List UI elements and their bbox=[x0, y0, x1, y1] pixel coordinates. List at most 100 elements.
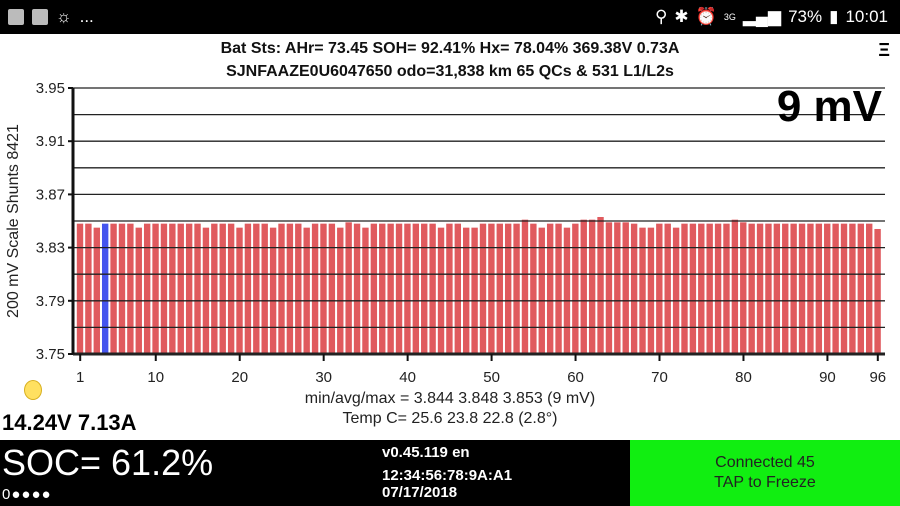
bar-cell-45 bbox=[446, 223, 453, 354]
connection-status: Connected 45 bbox=[715, 454, 815, 471]
bar-cell-92 bbox=[840, 223, 848, 354]
connection-button[interactable]: Connected 45 TAP to Freeze bbox=[630, 440, 900, 506]
bar-cell-27 bbox=[295, 223, 302, 354]
mac-address: 12:34:56:78:9A:A1 bbox=[382, 467, 513, 484]
version-info: v0.45.119 en 12:34:56:78:9A:A1 07/17/2018 bbox=[382, 444, 512, 501]
bar-cell-24 bbox=[269, 227, 277, 354]
bar-cell-41 bbox=[412, 223, 420, 354]
bar-cell-19 bbox=[227, 223, 235, 354]
bar-cell-62 bbox=[588, 219, 596, 354]
bar-cell-66 bbox=[622, 222, 629, 354]
bar-cell-46 bbox=[454, 223, 462, 354]
bar-cell-96 bbox=[874, 228, 881, 354]
min-avg-max: min/avg/max = 3.844 3.848 3.853 (9 mV) bbox=[304, 390, 596, 407]
bar-cell-84 bbox=[773, 223, 781, 354]
bar-cell-76 bbox=[706, 223, 713, 354]
y-tick-label: 3.91 bbox=[36, 133, 65, 150]
brightness-icon: ☼ bbox=[56, 7, 72, 26]
x-tick-label: 10 bbox=[147, 369, 164, 386]
bar-cell-71 bbox=[664, 223, 671, 354]
bar-cell-9 bbox=[143, 223, 151, 354]
bar-cell-20 bbox=[236, 227, 243, 354]
more-notifications: ... bbox=[79, 7, 94, 26]
bar-cell-50 bbox=[488, 223, 495, 354]
bar-cell-38 bbox=[387, 223, 394, 354]
bluetooth-icon: ✱ bbox=[674, 7, 689, 26]
bar-cell-13 bbox=[177, 223, 184, 354]
bar-cell-91 bbox=[832, 223, 839, 354]
bar-cell-87 bbox=[798, 223, 806, 354]
bar-cell-29 bbox=[311, 223, 319, 354]
temperatures: Temp C= 25.6 23.8 22.8 (2.8°) bbox=[342, 410, 558, 427]
bar-cell-53 bbox=[513, 223, 520, 354]
bar-cell-4 bbox=[101, 223, 109, 354]
bar-cell-63 bbox=[597, 217, 604, 354]
bar-cell-78 bbox=[723, 223, 730, 354]
bar-cell-1 bbox=[76, 223, 84, 354]
bar-cell-11 bbox=[160, 223, 168, 354]
aux-battery: 14.24V 7.13A bbox=[2, 410, 137, 435]
clock: 10:01 bbox=[845, 7, 888, 26]
network-type: 3G bbox=[723, 12, 736, 22]
y-tick-label: 3.79 bbox=[36, 293, 65, 310]
bar-cell-10 bbox=[152, 223, 159, 354]
bar-cell-48 bbox=[471, 227, 478, 354]
x-tick-label: 80 bbox=[735, 369, 752, 386]
bar-cell-43 bbox=[429, 223, 436, 354]
bar-cell-65 bbox=[614, 222, 621, 354]
bar-cell-79 bbox=[731, 219, 739, 354]
bar-cell-16 bbox=[202, 227, 210, 354]
bar-cell-75 bbox=[698, 223, 705, 354]
x-tick-label: 90 bbox=[819, 369, 836, 386]
bar-cell-8 bbox=[135, 227, 142, 354]
bar-cell-31 bbox=[328, 223, 336, 354]
x-tick-label: 20 bbox=[231, 369, 248, 386]
bar-cell-35 bbox=[362, 227, 369, 354]
cell-voltage-chart[interactable]: 3.95 3.91 3.87 3.83 3.79 3.75 1 10 20 30 40 50 60 70 8… bbox=[0, 0, 900, 400]
date: 07/17/2018 bbox=[382, 484, 458, 501]
bar-cell-74 bbox=[689, 223, 697, 354]
status-bar: ☼... ⚲ ✱ ⏰ 3G ▂▄▆ 73% ▮ 10:01 bbox=[0, 0, 900, 34]
location-icon: ⚲ bbox=[654, 7, 668, 26]
bar-cell-30 bbox=[320, 223, 327, 354]
x-tick-label: 40 bbox=[399, 369, 416, 386]
bar-cell-18 bbox=[219, 223, 226, 354]
bar-cell-40 bbox=[404, 223, 411, 354]
bar-cell-22 bbox=[253, 223, 260, 354]
bar-cell-94 bbox=[857, 223, 865, 354]
version: v0.45.119 en bbox=[382, 444, 470, 461]
x-tick-label: 70 bbox=[651, 369, 668, 386]
y-tick-label: 3.95 bbox=[36, 80, 65, 97]
bar-cell-44 bbox=[437, 227, 445, 354]
bar-cell-37 bbox=[379, 223, 386, 354]
menu-button[interactable]: Ξ bbox=[878, 40, 890, 60]
photo-icon bbox=[8, 9, 24, 25]
bar-cell-90 bbox=[824, 223, 831, 354]
bar-cell-58 bbox=[555, 223, 562, 354]
battery-status: Bat Sts: AHr= 73.45 SOH= 92.41% Hx= 78.0… bbox=[220, 40, 680, 57]
bar-cell-23 bbox=[261, 223, 268, 354]
signal-icon: ▂▄▆ bbox=[742, 7, 782, 26]
bar-cell-82 bbox=[756, 223, 764, 354]
bar-cell-42 bbox=[421, 223, 428, 354]
cell-spread: 9 mV bbox=[776, 82, 882, 131]
y-tick-label: 3.75 bbox=[36, 346, 65, 363]
bar-cell-83 bbox=[765, 223, 772, 354]
bar-cell-26 bbox=[286, 223, 294, 354]
x-tick-label: 30 bbox=[315, 369, 332, 386]
bar-cell-61 bbox=[580, 219, 587, 354]
bar-cell-85 bbox=[782, 223, 789, 354]
lightbulb-icon[interactable] bbox=[24, 380, 42, 400]
bar-cell-39 bbox=[395, 223, 403, 354]
bar-cell-6 bbox=[118, 223, 126, 354]
bar-cell-59 bbox=[563, 227, 571, 354]
soc: SOC= 61.2% bbox=[2, 442, 214, 483]
bar-cell-57 bbox=[546, 223, 554, 354]
gallery-icon bbox=[32, 9, 48, 25]
x-tick-label: 1 bbox=[76, 369, 84, 386]
soc-dots: 0●●●● bbox=[2, 486, 52, 503]
x-tick-label: 50 bbox=[483, 369, 500, 386]
battery-percent: 73% bbox=[788, 7, 823, 26]
y-axis-label: 200 mV Scale Shunts 8421 bbox=[5, 124, 22, 318]
bar-cell-70 bbox=[656, 223, 663, 354]
